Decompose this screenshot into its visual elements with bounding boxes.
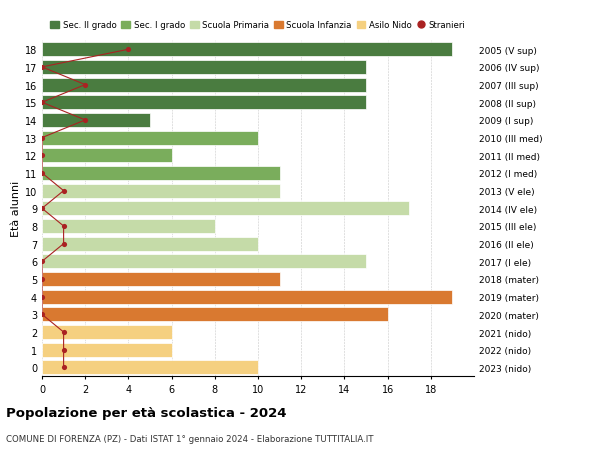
Bar <box>42 167 280 181</box>
Point <box>37 258 47 265</box>
Point <box>59 241 68 248</box>
Point <box>59 364 68 371</box>
Bar <box>42 325 172 339</box>
Point <box>80 117 90 124</box>
Bar <box>42 343 172 357</box>
Bar <box>42 131 258 146</box>
Point <box>37 276 47 283</box>
Point <box>59 188 68 195</box>
Text: Popolazione per età scolastica - 2024: Popolazione per età scolastica - 2024 <box>6 406 287 419</box>
Point <box>37 64 47 72</box>
Text: COMUNE DI FORENZA (PZ) - Dati ISTAT 1° gennaio 2024 - Elaborazione TUTTITALIA.IT: COMUNE DI FORENZA (PZ) - Dati ISTAT 1° g… <box>6 434 373 443</box>
Bar <box>42 255 366 269</box>
Bar <box>42 43 452 57</box>
Point <box>37 170 47 177</box>
Bar <box>42 114 150 128</box>
Point <box>37 311 47 319</box>
Point <box>80 82 90 89</box>
Legend: Sec. II grado, Sec. I grado, Scuola Primaria, Scuola Infanzia, Asilo Nido, Stran: Sec. II grado, Sec. I grado, Scuola Prim… <box>47 18 469 34</box>
Y-axis label: Età alunni: Età alunni <box>11 181 20 237</box>
Bar <box>42 219 215 234</box>
Point <box>59 346 68 353</box>
Point <box>124 46 133 54</box>
Bar <box>42 184 280 198</box>
Bar <box>42 61 366 75</box>
Point <box>37 134 47 142</box>
Point <box>37 205 47 213</box>
Bar <box>42 149 172 163</box>
Bar <box>42 96 366 110</box>
Point <box>59 223 68 230</box>
Point <box>37 293 47 301</box>
Bar <box>42 360 258 375</box>
Bar <box>42 202 409 216</box>
Point <box>37 152 47 160</box>
Bar <box>42 237 258 251</box>
Bar <box>42 290 452 304</box>
Bar <box>42 272 280 286</box>
Bar <box>42 78 366 92</box>
Point <box>59 329 68 336</box>
Point <box>37 99 47 106</box>
Bar <box>42 308 388 322</box>
